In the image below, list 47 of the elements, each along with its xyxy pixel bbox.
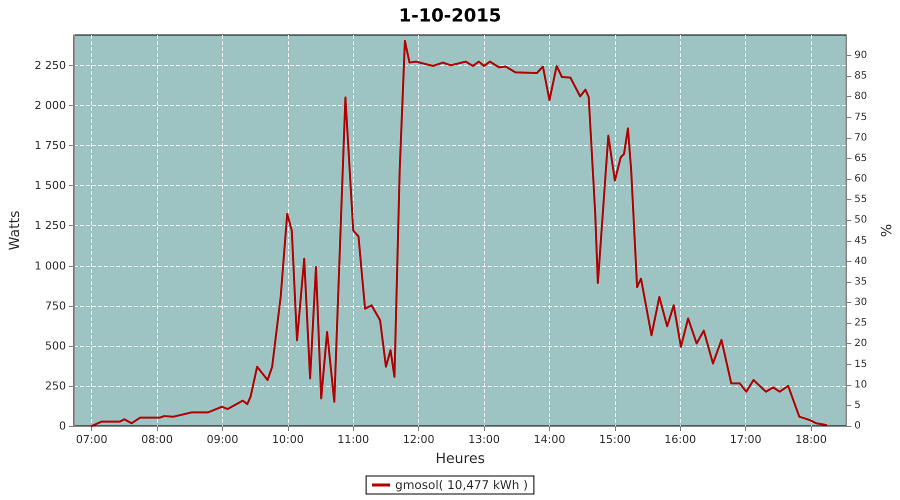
- y-tick-label: 750: [45, 299, 66, 312]
- y-axis-title: Watts: [7, 210, 23, 250]
- y2-tick-label: 50: [854, 214, 868, 226]
- y2-tick-label: 15: [854, 358, 868, 370]
- y-tick-label: 1 500: [34, 179, 66, 192]
- y-tick-label: 2 000: [34, 99, 66, 112]
- line-series: [90, 40, 828, 427]
- y2-tick-label: 75: [854, 112, 868, 123]
- x-tick-label: 10:00: [272, 433, 304, 446]
- y2-tick-label: 65: [854, 152, 868, 164]
- legend-label: gmosol( 10,477 kWh ): [395, 478, 528, 492]
- y2-axis-title: %: [877, 224, 893, 238]
- y2-tick-label: 80: [854, 91, 868, 102]
- y2-tick-label: 90: [854, 50, 868, 62]
- y2-tick-label: 5: [854, 400, 861, 411]
- y2-tick-label: 45: [854, 235, 868, 246]
- y-tick-label: 1 250: [34, 219, 66, 232]
- x-tick-label: 07:00: [76, 433, 108, 446]
- x-tick-label: 18:00: [795, 433, 827, 446]
- x-tick-label: 09:00: [206, 433, 238, 446]
- x-axis-title: Heures: [436, 451, 485, 467]
- y2-tick-label: 85: [854, 70, 868, 82]
- y2-tick-label: 35: [854, 276, 868, 288]
- y2-tick-label: 60: [854, 174, 868, 185]
- y-tick-label: 0: [59, 420, 66, 432]
- y-tick-label: 1 750: [34, 139, 66, 152]
- y2-tick-label: 20: [854, 338, 868, 350]
- y2-tick-label: 70: [854, 132, 868, 144]
- y-tick-label: 2 250: [34, 58, 66, 72]
- x-tick-label: 14:00: [534, 433, 566, 446]
- y2-tick-label: 0: [854, 420, 861, 432]
- x-tick-label: 16:00: [664, 433, 696, 446]
- y2-tick-label: 55: [854, 194, 868, 206]
- x-tick-label: 15:00: [599, 433, 631, 446]
- y2-tick-label: 25: [854, 318, 868, 329]
- x-tick-label: 08:00: [141, 433, 173, 446]
- y2-tick-label: 30: [854, 297, 868, 308]
- x-tick-label: 13:00: [468, 433, 500, 446]
- y-tick-label: 1 000: [34, 259, 66, 272]
- y-tick-label: 500: [45, 339, 66, 352]
- x-tick-label: 17:00: [730, 433, 762, 446]
- y2-tick-label: 10: [854, 379, 868, 390]
- chart-title: 1-10-2015: [398, 6, 502, 26]
- x-tick-label: 11:00: [337, 433, 370, 446]
- x-tick-label: 12:00: [402, 433, 435, 446]
- y2-tick-label: 40: [854, 256, 868, 267]
- y-tick-label: 250: [45, 379, 66, 392]
